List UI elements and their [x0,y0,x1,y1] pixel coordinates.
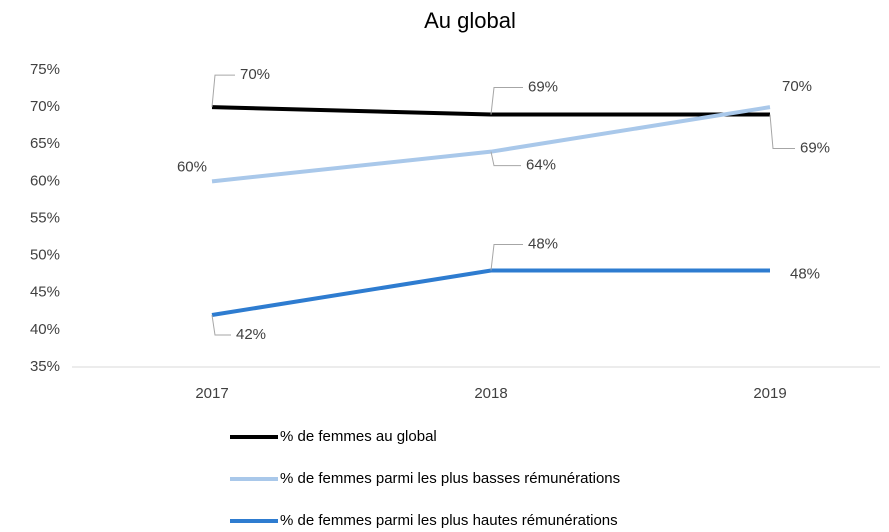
data-label: 60% [177,158,207,175]
data-label: 42% [236,326,266,343]
y-tick-label: 65% [30,135,60,152]
chart-title: Au global [424,8,516,33]
legend-label: % de femmes parmi les plus hautes rémuné… [280,512,618,529]
series-line [211,268,770,317]
x-tick-label: 2019 [753,385,786,402]
series-line [211,105,771,184]
leader-line [490,151,521,167]
leader-line [211,314,231,336]
data-label: 48% [528,235,558,252]
x-tick-label: 2018 [474,385,507,402]
y-tick-label: 35% [30,358,60,375]
y-tick-label: 60% [30,172,60,189]
y-tick-label: 40% [30,321,60,338]
leader-line [211,74,235,108]
data-label: 69% [528,79,558,96]
y-tick-label: 45% [30,284,60,301]
y-tick-label: 75% [30,61,60,78]
legend-label: % de femmes au global [280,428,437,445]
data-label: 64% [526,157,556,174]
leader-line [490,243,523,271]
data-label: 69% [800,140,830,157]
leader-line [490,87,523,115]
y-tick-label: 70% [30,98,60,115]
x-tick-label: 2017 [195,385,228,402]
data-label: 48% [790,265,820,282]
leader-line [769,114,795,150]
data-label: 70% [240,66,270,83]
legend-label: % de femmes parmi les plus basses rémuné… [280,470,620,487]
y-tick-label: 50% [30,247,60,264]
data-label: 70% [782,78,812,95]
y-tick-label: 55% [30,209,60,226]
